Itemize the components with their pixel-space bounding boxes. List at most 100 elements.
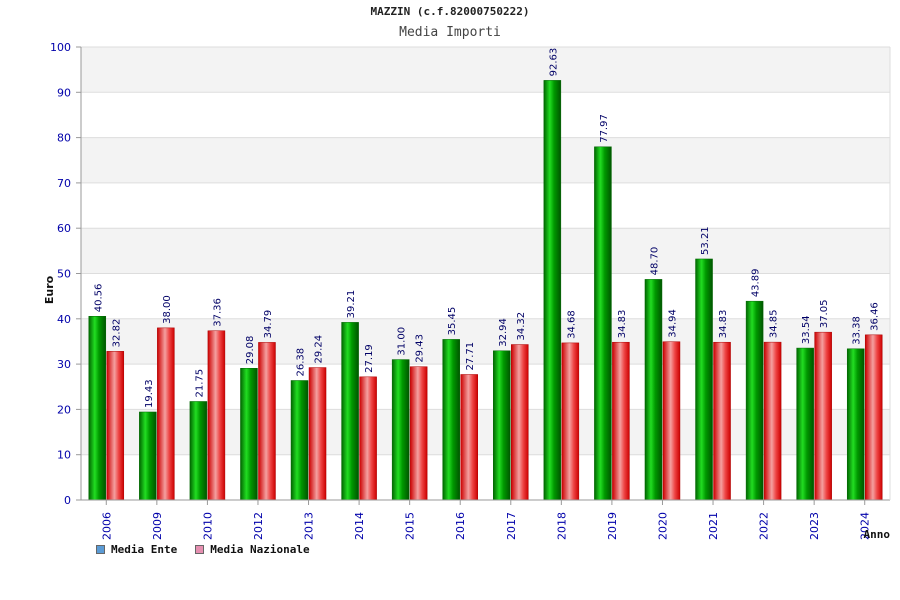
data-label-media-nazionale-2021: 34.83 [718,310,729,339]
data-label-media-nazionale-2006: 32.82 [111,319,122,348]
data-label-media-ente-2012: 29.08 [245,336,256,365]
x-tick-label: 2015 [404,512,417,540]
bar-media-nazionale-2015 [409,366,428,501]
data-label-media-nazionale-2019: 34.83 [617,310,628,339]
x-tick-label: 2018 [555,512,568,540]
bar-media-nazionale-2006 [106,351,125,501]
data-label-media-ente-2016: 35.45 [447,307,458,336]
data-label-media-ente-2023: 33.54 [801,315,812,344]
data-label-media-nazionale-2018: 34.68 [566,310,577,339]
x-tick-label: 2016 [454,512,467,540]
data-label-media-nazionale-2020: 34.94 [667,309,678,338]
data-label-media-nazionale-2024: 36.46 [870,302,881,331]
bar-media-nazionale-2019 [612,341,630,501]
bar-media-nazionale-2014 [359,376,377,501]
y-tick-label: 40 [57,313,71,326]
data-label-media-nazionale-2009: 38.00 [162,295,173,324]
data-label-media-nazionale-2013: 29.24 [314,335,325,364]
bar-media-nazionale-2018 [561,342,580,501]
y-tick-label: 30 [57,358,71,371]
legend-item-media-ente: Media Ente [96,543,177,556]
bar-media-nazionale-2010 [207,330,226,501]
bar-media-ente-2012 [240,368,258,501]
x-tick-label: 2014 [353,512,366,540]
x-tick-label: 2020 [656,512,669,540]
data-label-media-nazionale-2023: 37.05 [819,300,830,329]
bar-media-ente-2020 [644,279,663,501]
y-tick-label: 60 [57,222,71,235]
bar-media-ente-2023 [796,347,814,501]
legend-swatch-media-nazionale [195,545,205,554]
data-label-media-nazionale-2017: 34.32 [516,312,527,341]
chart-subtitle: Media Importi [399,25,501,40]
data-label-media-ente-2021: 53.21 [700,226,711,255]
legend: Media Ente Media Nazionale [96,543,310,556]
data-label-media-nazionale-2010: 37.36 [212,298,223,327]
x-tick-label: 2021 [707,512,720,540]
x-tick-label: 2010 [201,512,214,540]
chart-title: MAZZIN (c.f.82000750222) [370,5,530,18]
data-label-media-ente-2014: 39.21 [346,290,357,319]
bar-media-nazionale-2017 [511,344,529,501]
data-label-media-nazionale-2016: 27.71 [465,342,476,371]
x-tick-label: 2024 [859,512,872,540]
x-tick-label: 2017 [505,512,518,540]
y-tick-label: 10 [57,449,71,462]
bar-media-ente-2014 [341,322,359,501]
legend-swatch-media-ente [96,545,105,554]
bar-media-nazionale-2023 [814,331,832,501]
bar-media-ente-2021 [695,258,713,501]
data-label-media-nazionale-2015: 29.43 [415,334,426,363]
bar-media-ente-2015 [391,359,410,501]
y-tick-label: 0 [64,494,71,507]
x-tick-label: 2012 [252,512,265,540]
bar-media-ente-2013 [290,380,309,501]
data-label-media-ente-2024: 33.38 [852,316,863,345]
x-tick-label: 2006 [100,512,113,540]
data-label-media-ente-2006: 40.56 [93,284,104,313]
bar-media-nazionale-2022 [763,341,782,501]
bar-media-ente-2009 [139,411,157,501]
data-label-media-ente-2010: 21.75 [194,369,205,398]
bar-media-nazionale-2013 [308,367,327,501]
bar-media-nazionale-2016 [460,374,478,501]
y-tick-label: 90 [57,86,71,99]
bar-media-ente-2018 [543,80,562,501]
legend-item-media-nazionale: Media Nazionale [195,543,310,556]
data-label-media-nazionale-2022: 34.85 [769,309,780,338]
x-tick-label: 2019 [606,512,619,540]
bar-media-nazionale-2012 [258,342,276,501]
legend-label-media-ente: Media Ente [111,543,178,556]
y-tick-label: 70 [57,177,71,190]
bar-media-ente-2019 [594,146,612,501]
x-tick-label: 2013 [303,512,316,540]
bar-media-ente-2016 [442,339,460,501]
data-label-media-ente-2009: 19.43 [144,379,155,408]
x-tick-label: 2022 [758,512,771,540]
x-tick-label: 2009 [151,512,164,540]
grid-band [81,137,890,183]
y-tick-label: 50 [57,268,71,281]
y-tick-label: 80 [57,132,71,145]
data-label-media-ente-2019: 77.97 [599,114,610,143]
bar-media-ente-2006 [88,316,107,501]
data-label-media-ente-2018: 92.63 [548,48,559,77]
bar-media-ente-2024 [846,348,865,501]
data-label-media-ente-2022: 43.89 [751,269,762,298]
bar-media-nazionale-2009 [157,327,175,501]
y-tick-label: 100 [50,41,71,54]
x-axis-label: Anno [864,528,891,541]
data-label-media-ente-2013: 26.38 [296,348,307,377]
bar-media-ente-2022 [745,300,764,501]
bar-media-nazionale-2021 [713,341,731,501]
legend-label-media-nazionale: Media Nazionale [210,543,310,556]
data-label-media-ente-2015: 31.00 [397,327,408,356]
data-label-media-ente-2020: 48.70 [649,247,660,276]
y-tick-label: 20 [57,403,71,416]
y-axis-label: Euro [43,275,56,304]
x-tick-label: 2023 [808,512,821,540]
data-label-media-nazionale-2012: 34.79 [263,310,274,339]
bar-media-nazionale-2020 [662,341,681,501]
grid-band [81,47,890,93]
